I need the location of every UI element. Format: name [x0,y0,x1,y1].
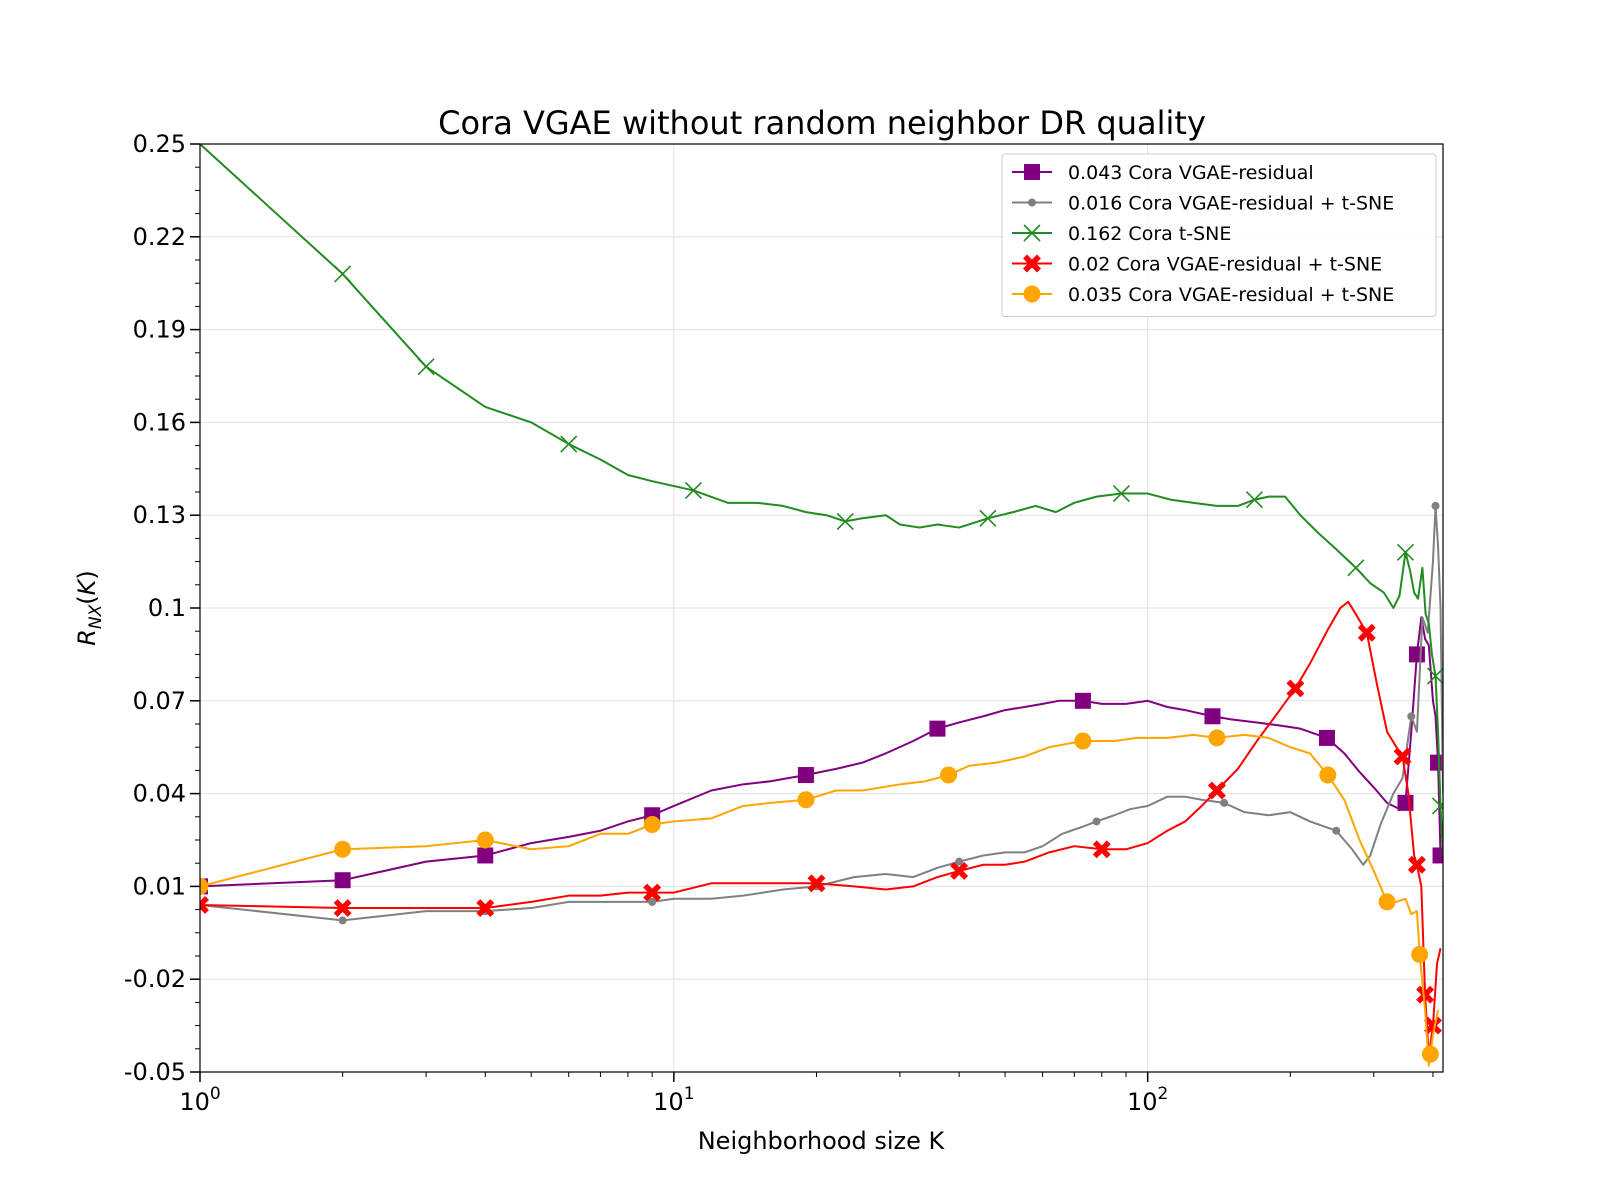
series-marker [1397,794,1414,811]
x-tick-label: 100 [179,1084,220,1116]
series-marker [476,831,494,849]
series-3 [200,600,1442,1058]
series-marker [477,847,494,864]
series-marker [1207,781,1226,800]
series-marker [1393,747,1412,766]
chart-title: Cora VGAE without random neighbor DR qua… [438,104,1206,142]
series-marker [797,791,815,809]
series-marker [1424,1016,1442,1035]
series-marker [417,358,435,376]
series-marker [200,877,209,895]
legend-item: 0.162 Cora t-SNE [1012,223,1231,245]
y-tick-label: 0.01 [133,872,186,900]
series-marker [1245,491,1264,509]
legend-label: 0.035 Cora VGAE-residual + t-SNE [1068,284,1394,306]
series-marker [1407,855,1426,874]
x-tick-label: 102 [1127,1084,1168,1116]
y-tick-label: 0.07 [133,687,186,715]
series-marker [200,896,209,914]
series-marker [684,481,703,500]
series-marker [1431,797,1443,815]
series-marker [1332,826,1341,835]
series-marker [1357,623,1376,642]
series-marker [1286,679,1305,698]
legend-box [1001,153,1437,317]
series-marker [1421,1045,1439,1063]
legend-marker [1023,285,1041,303]
series-marker [929,720,946,737]
series-marker [1319,766,1337,784]
series-marker [1347,559,1365,577]
y-tick-label: 0.16 [133,408,186,436]
y-axis-label: RNX(K) [73,570,106,646]
legend-marker [1023,254,1041,273]
y-tick-label: 0.22 [133,223,186,251]
x-tick-label: 101 [653,1084,694,1116]
series-marker [940,766,958,784]
axis-layer: 0.25 0.22 0.19 0.16 0.13 0.1 0.07 0.04 0.01 -0.02… [124,130,1434,1116]
series-marker [1408,646,1425,663]
series-marker [643,816,661,834]
y-tick-label: -0.05 [124,1058,186,1086]
x-axis-label: Neighborhood size K [698,1127,946,1155]
series-marker [1396,543,1415,561]
legend-label: 0.02 Cora VGAE-residual + t-SNE [1068,254,1382,276]
series-marker [950,861,969,880]
series-marker [643,883,662,902]
series-marker [334,265,352,283]
legend-label: 0.162 Cora t-SNE [1068,223,1231,245]
series-marker [1092,817,1101,826]
y-tick-label: -0.02 [124,965,186,993]
legend-item: 0.043 Cora VGAE-residual [1012,162,1314,184]
series-marker [1431,501,1440,510]
series-marker [333,899,352,917]
legend-marker [1028,198,1036,207]
series-marker [1416,985,1435,1004]
legend: 0.043 Cora VGAE-residual 0.016 Cora VGAE-… [1001,153,1437,317]
series-marker [955,857,964,866]
series-marker [1378,893,1396,911]
series-marker [979,509,997,527]
y-tick-label: 0.1 [148,594,186,622]
series-marker [1411,945,1429,963]
series-marker [1432,847,1443,864]
series-marker [476,899,495,917]
legend-label: 0.043 Cora VGAE-residual [1068,162,1314,184]
series-marker [1112,484,1130,503]
series-line [200,616,1442,888]
y-tick-label: 0.04 [133,780,186,808]
legend-item: 0.02 Cora VGAE-residual + t-SNE [1012,254,1382,276]
legend-marker [1023,224,1041,242]
series-marker [1074,732,1092,750]
legend-label: 0.016 Cora VGAE-residual + t-SNE [1068,193,1394,215]
series-marker [1092,840,1111,859]
series-marker [648,897,657,906]
legend-item: 0.035 Cora VGAE-residual + t-SNE [1012,284,1394,306]
series-4 [200,729,1440,1067]
series-marker [807,874,826,893]
series-marker [1220,798,1229,807]
series-marker [797,767,814,784]
series-marker [1318,729,1335,746]
series-marker [334,840,352,858]
series-marker [1074,692,1091,709]
legend-marker [1024,164,1040,180]
series-line [200,600,1442,1058]
series-layer [200,143,1443,1067]
series-marker [334,872,351,889]
series-2 [200,143,1443,856]
series-marker [560,435,578,453]
series-marker [1407,712,1416,721]
legend-item: 0.016 Cora VGAE-residual + t-SNE [1012,193,1394,215]
series-marker [1204,708,1221,725]
series-marker [1426,667,1443,685]
series-marker [338,916,347,925]
y-tick-label: 0.13 [133,501,186,529]
y-tick-label: 0.19 [133,316,186,344]
y-tick-label: 0.25 [133,130,186,158]
series-marker [836,512,854,530]
series-marker [1208,729,1226,747]
